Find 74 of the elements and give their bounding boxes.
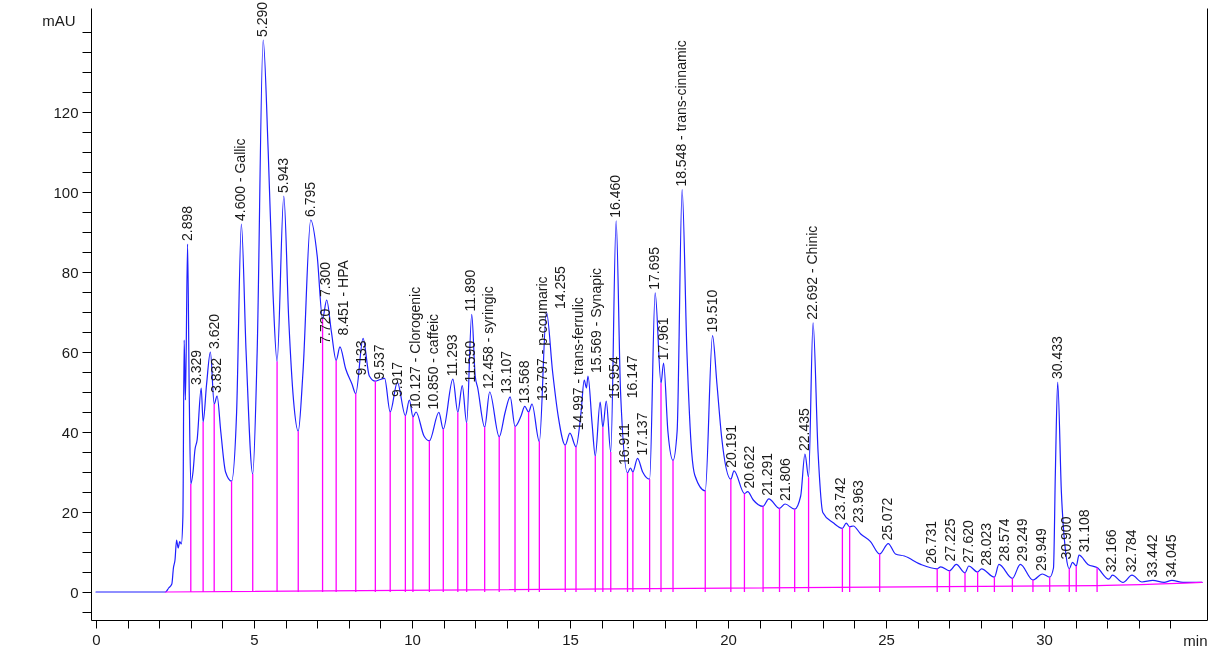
annotation: 9.537 bbox=[371, 344, 388, 380]
annotation: 23.742 bbox=[831, 477, 848, 521]
annotation: 29.249 bbox=[1013, 518, 1030, 562]
x-tick-label: 5 bbox=[250, 630, 259, 648]
annotation: 16.911 bbox=[615, 423, 632, 465]
annotation: 13.568 bbox=[515, 360, 532, 404]
x-tick-label: 30 bbox=[1036, 630, 1053, 648]
x-tick-label: 10 bbox=[404, 630, 421, 648]
annotation: 9.133 bbox=[353, 340, 370, 376]
annotation: 19.510 bbox=[703, 289, 720, 333]
annotation: 28.023 bbox=[977, 522, 994, 566]
annotation: 15.954 bbox=[606, 355, 623, 399]
annotation: 16.460 bbox=[607, 174, 624, 218]
annotation: 13.797 - p-coumaric bbox=[533, 276, 550, 401]
annotation: 14.255 bbox=[551, 265, 568, 309]
annotation: 10.127 - Clorogenic bbox=[407, 286, 424, 409]
annotation: 14.997 - trans-ferrulic bbox=[570, 297, 587, 431]
annotation: 13.107 bbox=[497, 350, 514, 394]
annotation: 33.442 bbox=[1143, 534, 1160, 578]
annotation: 21.806 bbox=[776, 457, 793, 501]
annotation: 12.458 - syringic bbox=[479, 286, 496, 389]
y-axis-title: mAU bbox=[42, 11, 76, 29]
annotation: 25.072 bbox=[879, 497, 896, 541]
annotation: 9.917 bbox=[389, 361, 406, 397]
annotation: 11.890 bbox=[461, 269, 478, 312]
annotation: 17.137 bbox=[634, 412, 651, 456]
annotation: 17.961 bbox=[654, 317, 671, 361]
annotation: 11.590 bbox=[461, 340, 478, 383]
annotation: 2.898 bbox=[178, 205, 195, 241]
x-tick-label: 20 bbox=[720, 630, 737, 648]
annotation: 3.832 bbox=[208, 357, 225, 393]
annotation: 22.692 - Chinic bbox=[804, 225, 821, 320]
annotation: 3.329 bbox=[187, 349, 204, 385]
annotation: 34.045 bbox=[1162, 534, 1179, 578]
annotation: 21.291 bbox=[759, 452, 775, 496]
annotation: 23.963 bbox=[849, 479, 866, 523]
annotation: 18.548 - trans-cinnamic bbox=[673, 40, 690, 187]
annotation: 29.949 bbox=[1033, 527, 1050, 571]
annotation: 31.108 bbox=[1075, 509, 1092, 553]
annotation: 20.191 bbox=[722, 424, 739, 468]
annotation: 7.720 bbox=[317, 308, 334, 344]
annotation: 30.433 bbox=[1048, 335, 1065, 379]
y-tick-label: 40 bbox=[61, 423, 79, 441]
y-tick-label: 0 bbox=[70, 583, 79, 601]
x-axis-title: min bbox=[1183, 631, 1208, 649]
x-tick-label: 0 bbox=[92, 630, 101, 648]
annotation: 16.147 bbox=[624, 355, 641, 399]
annotation: 17.695 bbox=[646, 246, 663, 290]
annotation: 32.166 bbox=[1103, 529, 1120, 573]
annotation: 20.622 bbox=[740, 445, 757, 489]
annotation: 6.795 bbox=[301, 181, 318, 217]
x-tick-label: 15 bbox=[562, 630, 579, 648]
annotation: 11.293 bbox=[443, 334, 460, 377]
annotation: 4.600 - Gallic bbox=[232, 138, 249, 221]
y-tick-label: 100 bbox=[53, 183, 79, 201]
annotation: 5.290 bbox=[254, 1, 271, 37]
annotation: 10.850 - caffeic bbox=[425, 313, 442, 410]
y-tick-label: 80 bbox=[61, 263, 79, 281]
x-tick-label: 25 bbox=[878, 630, 895, 648]
annotation: 27.225 bbox=[941, 518, 958, 562]
annotation: 15.569 - Synapic bbox=[588, 267, 605, 373]
annotation: 5.943 bbox=[274, 157, 291, 193]
annotation: 3.620 bbox=[205, 313, 222, 349]
annotation: 22.435 bbox=[795, 407, 812, 451]
annotation: 7.300 bbox=[317, 261, 334, 297]
y-tick-label: 20 bbox=[61, 503, 79, 521]
annotation: 26.731 bbox=[923, 520, 940, 564]
annotation: 27.620 bbox=[959, 519, 976, 563]
annotation: 32.784 bbox=[1122, 529, 1139, 573]
annotation: 28.574 bbox=[995, 518, 1012, 562]
y-tick-label: 120 bbox=[53, 103, 79, 121]
y-tick-label: 60 bbox=[61, 343, 79, 361]
annotation: 8.451 - HPA bbox=[335, 259, 352, 336]
annotation: 30.900 bbox=[1057, 516, 1074, 560]
